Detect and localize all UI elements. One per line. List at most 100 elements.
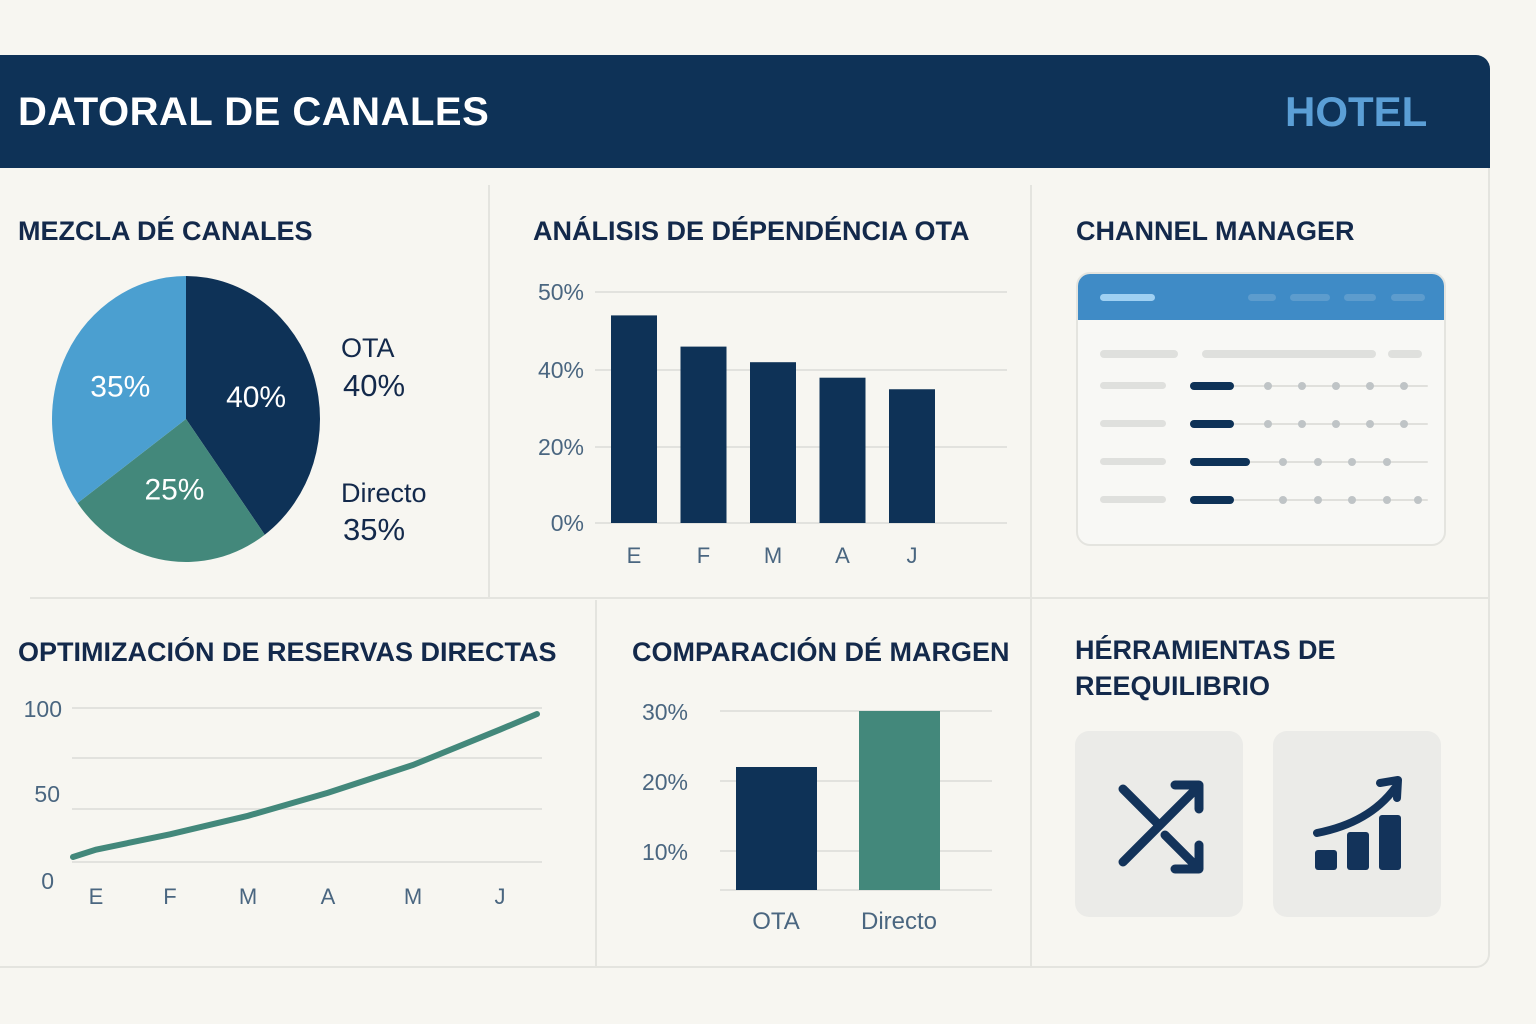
y-tick-label: 20% <box>538 434 584 460</box>
divider <box>595 600 597 968</box>
pie-slice-label: 35% <box>90 371 150 404</box>
timeline-dot <box>1298 382 1306 390</box>
line-series <box>70 711 540 860</box>
x-tick-label: F <box>163 884 176 909</box>
divider <box>488 185 490 597</box>
y-tick-label: 0% <box>551 510 584 536</box>
timeline-dot <box>1279 496 1287 504</box>
shuffle-tool-button[interactable] <box>1075 731 1243 917</box>
timeline-dot <box>1314 496 1322 504</box>
bar <box>859 711 940 890</box>
bar <box>889 389 935 523</box>
channel-row[interactable] <box>1078 376 1444 396</box>
channel-row[interactable] <box>1078 452 1444 472</box>
direct-optimization-title: OPTIMIZACIÓN DE RESERVAS DIRECTAS <box>18 637 557 667</box>
timeline-dot <box>1279 458 1287 466</box>
x-tick-label: F <box>697 543 710 568</box>
allocation-bar <box>1190 458 1250 466</box>
allocation-bar <box>1190 420 1234 428</box>
x-tick-label: A <box>321 884 336 909</box>
y-tick-label: 30% <box>642 699 688 725</box>
channel-name-placeholder <box>1100 382 1166 389</box>
channel-row[interactable] <box>1078 414 1444 434</box>
timeline-track <box>1190 423 1428 425</box>
x-tick-label: E <box>89 884 104 909</box>
timeline-dot <box>1383 458 1391 466</box>
column-header <box>1100 350 1178 358</box>
rebalancing-title-line1: HÉRRAMIENTAS DE <box>1075 635 1336 665</box>
timeline-dot <box>1348 458 1356 466</box>
column-header <box>1202 350 1376 358</box>
y-tick-label: 50% <box>538 279 584 305</box>
timeline-dot <box>1332 420 1340 428</box>
margin-comparison-title: COMPARACIÓN DÉ MARGEN <box>632 637 1010 667</box>
timeline-dot <box>1400 420 1408 428</box>
growth-tool-button[interactable] <box>1273 731 1441 917</box>
y-tick-label: 100 <box>24 696 62 722</box>
timeline-dot <box>1414 496 1422 504</box>
timeline-track <box>1190 461 1428 463</box>
channel-name-placeholder <box>1100 458 1166 465</box>
timeline-track <box>1190 499 1428 501</box>
legend-direct-value: 35% <box>343 512 406 547</box>
bar <box>680 346 727 523</box>
x-tick-label: M <box>239 884 257 909</box>
y-tick-label: 0 <box>41 868 54 894</box>
timeline-track <box>1190 385 1428 387</box>
timeline-dot <box>1400 382 1408 390</box>
timeline-dot <box>1332 382 1340 390</box>
timeline-dot <box>1366 382 1374 390</box>
header-bar <box>0 55 1490 168</box>
direct-optimization-chart: 0 50 100 E F M A M J <box>24 696 542 909</box>
timeline-dot <box>1383 496 1391 504</box>
bar <box>819 377 866 523</box>
channel-manager-title: CHANNEL MANAGER <box>1076 216 1355 246</box>
header-pill <box>1290 294 1330 301</box>
pie-slice-label: 25% <box>144 474 204 507</box>
timeline-dot <box>1366 420 1374 428</box>
x-tick-label: A <box>835 543 850 568</box>
legend-direct-label: Directo <box>341 478 427 508</box>
channel-name-placeholder <box>1100 420 1166 427</box>
allocation-bar <box>1190 496 1234 504</box>
timeline-dot <box>1298 420 1306 428</box>
rebalancing-title-line2: REEQUILIBRIO <box>1075 671 1271 701</box>
y-tick-label: 10% <box>642 839 688 865</box>
timeline-dot <box>1314 458 1322 466</box>
ota-dependency-title: ANÁLISIS DE DÉPENDÉNCIA OTA <box>533 216 970 246</box>
header-pill <box>1344 294 1376 301</box>
header-pill <box>1100 294 1155 301</box>
legend-ota-label: OTA <box>341 333 395 363</box>
timeline-dot <box>1264 382 1272 390</box>
page-title: DATORAL DE CANALES <box>18 90 490 134</box>
column-header <box>1388 350 1422 358</box>
channel-name-placeholder <box>1100 496 1166 503</box>
y-tick-label: 40% <box>538 357 584 383</box>
bar <box>736 767 817 890</box>
channel-manager-illustration[interactable] <box>1076 272 1446 546</box>
x-tick-label: E <box>627 543 642 568</box>
legend-ota-value: 40% <box>343 368 406 403</box>
x-tick-label: J <box>495 884 506 909</box>
timeline-dot <box>1264 420 1272 428</box>
timeline-dot <box>1348 496 1356 504</box>
ota-dependency-chart: 0% 20% 40% 50% E F M A J <box>538 279 1007 568</box>
growth-chart-icon <box>1313 776 1402 870</box>
y-tick-label: 50 <box>34 781 60 807</box>
bar <box>750 362 796 523</box>
pie-slice <box>77 419 265 562</box>
channel-mix-pie: 40% 25% 35% <box>52 276 320 562</box>
x-tick-label: M <box>404 884 422 909</box>
x-tick-label: Directo <box>861 908 937 935</box>
pie-slice-label: 40% <box>226 381 286 414</box>
pie-slice <box>186 276 320 535</box>
margin-comparison-chart: 10% 20% 30% OTA Directo <box>642 699 992 935</box>
brand-label: HOTEL <box>1285 88 1428 135</box>
y-tick-label: 20% <box>642 769 688 795</box>
shuffle-arrows-icon <box>1118 780 1204 874</box>
channel-row[interactable] <box>1078 490 1444 510</box>
x-tick-label: M <box>764 543 782 568</box>
dashboard-panel <box>0 168 1490 968</box>
channel-mix-title: MEZCLA DÉ CANALES <box>18 216 313 246</box>
allocation-bar <box>1190 382 1234 390</box>
